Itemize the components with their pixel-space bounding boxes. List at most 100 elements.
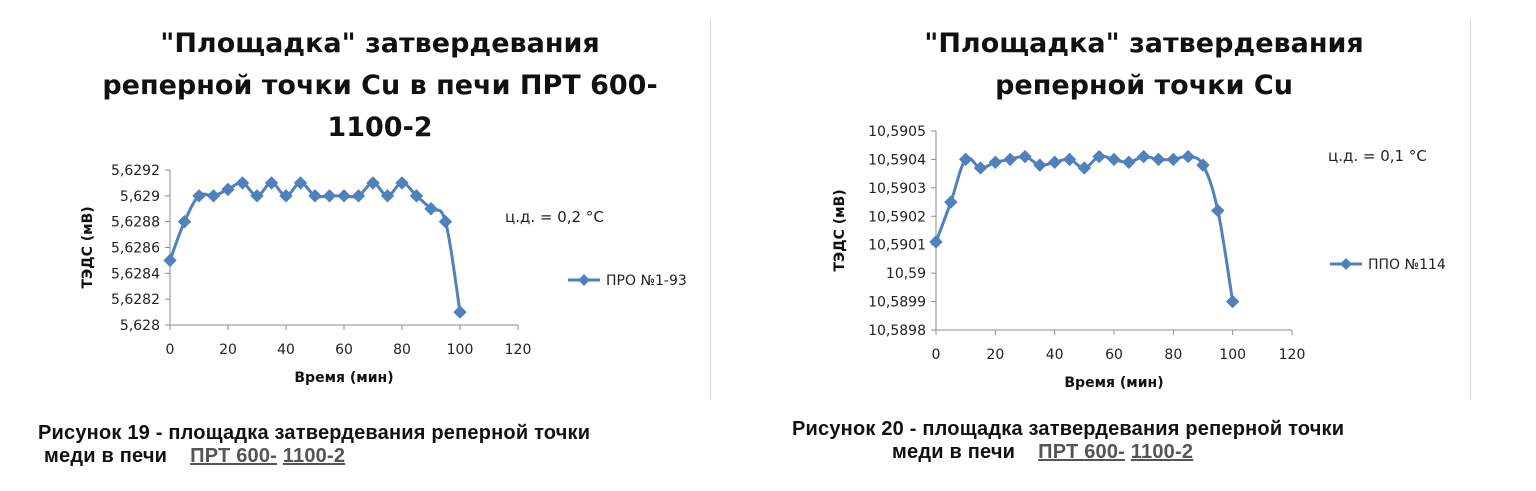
data-point-marker [1047,155,1062,169]
y-tick-label: 10,5902 [868,209,926,225]
x-tick-label: 20 [219,342,237,358]
y-tick-label: 5,6284 [111,266,160,282]
data-point-marker [929,235,943,249]
data-point-marker [1077,161,1092,175]
data-point-marker [1018,149,1032,164]
caption-line-1: Рисунок 19 - площадка затвердевания репе… [38,422,591,444]
data-point-marker [366,176,380,190]
y-tick-label: 5,6282 [111,292,160,308]
data-point-marker [380,189,395,203]
caption-link-b[interactable]: 1100-2 [282,445,346,467]
chart-title-line: "Площадка" затвердевания [924,28,1364,59]
data-point-marker [988,155,1003,169]
data-point-marker [958,152,973,167]
data-point-marker [308,189,322,203]
data-point-marker [1225,294,1240,309]
chart-panel-left: "Площадка" затвердевания реперной точки C… [38,28,687,468]
x-tick-label: 100 [447,342,474,358]
data-point-marker [337,189,351,203]
chart-title-line: 1100-2 [327,112,432,143]
caption-line-1: Рисунок 20 - площадка затвердевания репе… [792,418,1345,440]
x-tick-label: 120 [505,342,532,358]
caption-prefix: меди в печи [44,445,168,467]
x-tick-label: 0 [166,342,175,358]
y-tick-label: 10,5898 [868,323,926,339]
data-point-marker [1003,152,1017,167]
data-point-marker [351,189,366,203]
x-axis-title: Время (мин) [294,370,393,386]
chart-title-line: реперной точки Cu [995,70,1293,101]
y-axis-title: ТЭДС (мВ) [80,206,96,288]
data-point-marker [453,305,467,319]
figure-caption-0: Рисунок 19 - площадка затвердевания репе… [38,422,590,468]
chart-panel-right: "Площадка" затвердевания реперной точки C… [768,0,1536,491]
panel-divider-right [1470,20,1471,400]
data-point-marker [322,189,337,203]
data-point-marker [177,214,192,229]
y-tick-label: 5,6286 [111,241,160,257]
y-tick-label: 5,628 [120,318,160,334]
series-line [934,154,1235,302]
x-tick-label: 40 [1046,347,1064,363]
x-tick-label: 40 [277,342,295,358]
y-tick-label: 10,5905 [868,124,926,140]
data-point-marker [1181,149,1195,164]
x-tick-label: 0 [932,347,941,363]
data-point-marker [192,189,206,203]
data-point-marker [1092,149,1106,164]
data-point-marker [944,195,958,209]
panel-divider-left [710,20,711,400]
chart-0: "Площадка" затвердевания реперной точки C… [80,28,687,386]
x-tick-label: 60 [335,342,353,358]
y-tick-label: 10,5904 [868,152,926,168]
data-point-marker [293,176,308,190]
data-point-marker [1151,152,1166,167]
data-point-marker [221,182,235,197]
data-point-marker [206,189,221,203]
data-point-marker [973,161,988,175]
caption-link-a[interactable]: ПРТ 600- [190,445,278,467]
chart-annotation: ц.д. = 0,2 °C [505,208,604,226]
caption-line-2: меди в печи ПРТ 600- 1100-2 [38,445,590,468]
caption-prefix: меди в печи [892,441,1016,463]
y-tick-label: 10,5899 [868,295,926,311]
y-tick-label: 10,59 [886,266,926,282]
y-tick-label: 5,629 [120,189,160,205]
x-tick-label: 20 [986,347,1004,363]
data-point-marker [424,202,438,216]
y-tick-label: 5,6292 [111,163,160,179]
x-tick-label: 60 [1105,347,1123,363]
x-tick-label: 120 [1279,347,1306,363]
data-point-marker [235,176,250,190]
data-point-marker [264,176,279,190]
y-tick-label: 10,5901 [868,238,926,254]
caption-line-2: меди в печи ПРТ 600- 1100-2 [792,441,1344,464]
chart-annotation: ц.д. = 0,1 °C [1328,147,1427,165]
legend-marker [1340,258,1352,270]
data-point-marker [1033,158,1047,172]
x-axis-title: Время (мин) [1064,375,1163,391]
data-point-marker [438,214,453,229]
data-point-marker [395,176,409,190]
y-tick-label: 10,5903 [868,181,926,197]
legend-label: ПРО №1-93 [606,273,687,289]
data-point-marker [1107,152,1121,167]
data-point-marker [1062,152,1077,167]
data-point-marker [409,189,424,203]
data-point-marker [250,189,264,203]
data-point-marker [1166,152,1181,167]
y-tick-label: 5,6288 [111,215,160,231]
data-point-marker [1196,158,1210,172]
data-point-marker [1136,149,1151,164]
chart-title-line: реперной точки Cu в печи ПРТ 600- [102,70,657,101]
x-tick-label: 100 [1219,347,1246,363]
data-point-marker [1211,203,1225,218]
x-tick-label: 80 [393,342,411,358]
chart-1: "Площадка" затвердевания реперной точки C… [832,28,1446,391]
legend-label: ППО №114 [1368,257,1446,273]
legend-marker [578,274,590,286]
caption-link-a[interactable]: ПРТ 600- [1038,441,1126,463]
data-point-marker [279,189,293,203]
figure-caption-1: Рисунок 20 - площадка затвердевания репе… [792,418,1344,464]
caption-link-b[interactable]: 1100-2 [1130,441,1194,463]
